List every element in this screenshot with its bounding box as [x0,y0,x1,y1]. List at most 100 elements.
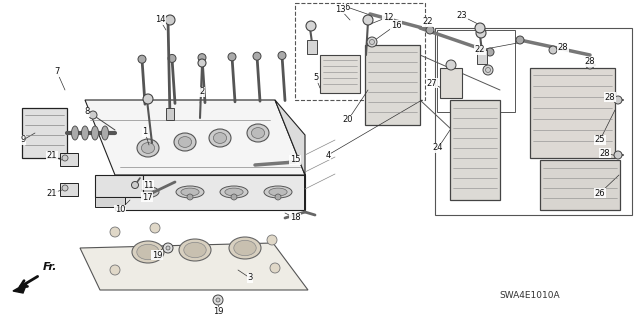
Circle shape [231,194,237,200]
Circle shape [369,40,374,44]
Ellipse shape [72,126,79,140]
Ellipse shape [141,143,155,153]
Ellipse shape [209,129,231,147]
Bar [530,68,615,158]
Text: 17: 17 [141,192,152,202]
Text: 8: 8 [84,108,90,116]
Circle shape [89,111,97,119]
Circle shape [62,185,68,191]
Ellipse shape [131,186,159,198]
Text: 12: 12 [383,12,393,21]
Bar [95,197,125,207]
Ellipse shape [102,126,109,140]
Ellipse shape [81,126,88,140]
Circle shape [614,151,622,159]
Ellipse shape [234,240,256,256]
Text: 21: 21 [47,152,57,160]
Circle shape [363,15,373,25]
Circle shape [213,295,223,305]
Ellipse shape [132,241,164,263]
Ellipse shape [264,186,292,198]
Text: 4: 4 [325,151,331,160]
Bar [60,153,78,166]
Text: 24: 24 [433,144,444,152]
Text: Fr.: Fr. [43,262,58,272]
Bar [95,175,143,197]
Text: 26: 26 [595,189,605,197]
Circle shape [143,94,153,104]
Bar [437,30,515,112]
Text: 14: 14 [155,16,165,25]
Text: 21: 21 [47,189,57,197]
Ellipse shape [92,126,99,140]
Text: 6: 6 [344,3,349,11]
Ellipse shape [137,139,159,157]
Ellipse shape [229,237,261,259]
Bar [440,68,462,98]
Circle shape [278,52,286,60]
Circle shape [614,96,622,104]
Text: 2: 2 [200,87,205,97]
Text: SWA4E1010A: SWA4E1010A [500,291,560,300]
Bar [450,100,500,200]
Ellipse shape [269,188,287,196]
Circle shape [150,223,160,233]
Text: 15: 15 [290,155,300,165]
Circle shape [216,298,220,302]
Circle shape [131,182,138,189]
Circle shape [110,227,120,237]
Text: 11: 11 [143,181,153,189]
Ellipse shape [179,239,211,261]
Circle shape [475,23,485,33]
Circle shape [306,21,316,31]
Ellipse shape [136,188,154,196]
Bar [320,55,360,93]
Text: 22: 22 [475,46,485,55]
Text: 10: 10 [115,205,125,214]
Text: 3: 3 [247,273,253,283]
Circle shape [253,52,261,60]
Bar [435,28,632,215]
Circle shape [165,15,175,25]
Circle shape [62,155,68,161]
Ellipse shape [174,133,196,151]
Circle shape [198,59,206,67]
Circle shape [486,48,494,56]
Circle shape [483,65,493,75]
Circle shape [187,194,193,200]
Bar [307,40,317,54]
Ellipse shape [179,137,191,147]
Text: 28: 28 [600,149,611,158]
Circle shape [516,36,524,44]
Text: 23: 23 [457,11,467,20]
Circle shape [138,55,146,63]
Circle shape [163,243,173,253]
Bar [477,50,487,64]
Text: 13: 13 [335,4,346,13]
Text: 7: 7 [54,68,60,77]
Polygon shape [85,100,305,175]
Ellipse shape [252,128,264,138]
Circle shape [166,246,170,250]
Text: 9: 9 [20,136,26,145]
Circle shape [270,263,280,273]
Circle shape [486,68,490,72]
Text: 1: 1 [142,128,148,137]
Polygon shape [115,175,305,210]
Text: 28: 28 [605,93,615,101]
Ellipse shape [247,124,269,142]
Bar [295,3,425,100]
Text: 18: 18 [290,213,300,222]
Text: 25: 25 [595,136,605,145]
Circle shape [275,194,281,200]
Ellipse shape [176,186,204,198]
Circle shape [168,55,176,63]
Circle shape [228,53,236,61]
Bar [166,108,174,120]
Polygon shape [13,283,27,293]
Text: 16: 16 [390,20,401,29]
Circle shape [476,28,486,38]
Polygon shape [275,100,305,210]
Bar [22,108,67,158]
Circle shape [142,194,148,200]
